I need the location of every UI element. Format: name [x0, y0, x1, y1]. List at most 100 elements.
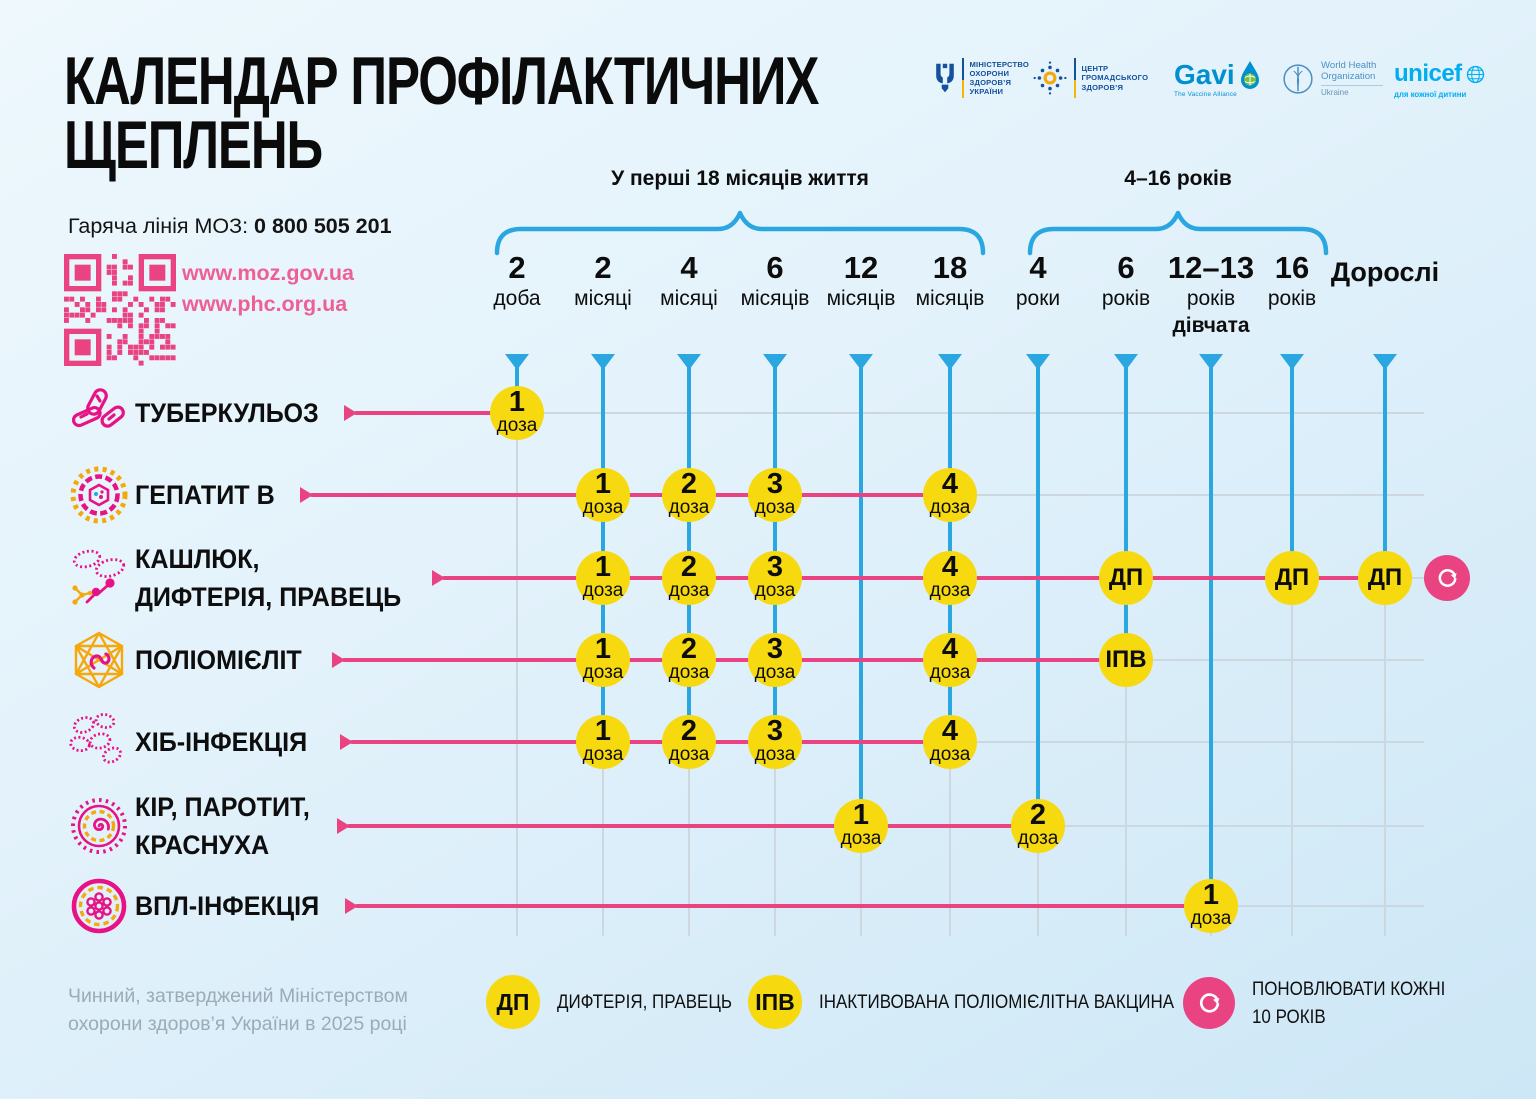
- ipv-badge: ІПВ: [748, 975, 802, 1029]
- age-column-header: 2 місяці: [543, 251, 663, 311]
- gavi-droplet-icon: [1240, 61, 1259, 89]
- column-timeline-line: [1124, 366, 1128, 660]
- column-arrow-icon: [1199, 354, 1223, 370]
- hotline-label: Гаряча лінія МОЗ:: [68, 214, 249, 238]
- row-line-arrow-icon: [345, 898, 358, 914]
- phc-line: ГРОМАДСЬКОГО: [1081, 73, 1149, 83]
- age-unit: місяців: [915, 286, 985, 310]
- dose-number: 3: [766, 550, 784, 583]
- dose-marker: 3 доза: [748, 468, 802, 522]
- legend-text-dp: ДИФТЕРІЯ, ПРАВЕЦЬ: [557, 990, 733, 1013]
- refresh-icon: [1424, 555, 1470, 601]
- phc-line: ЦЕНТР: [1081, 64, 1109, 74]
- row-line-arrow-icon: [332, 652, 345, 668]
- dose-number: 3: [766, 467, 784, 500]
- dose-number: 1: [594, 714, 612, 747]
- hotline: Гаряча лінія МОЗ: 0 800 505 201: [68, 214, 392, 239]
- dose-number: 2: [1029, 798, 1047, 831]
- dose-word: доза: [754, 497, 796, 519]
- row-line-arrow-icon: [344, 405, 357, 421]
- dose-number: 2: [680, 550, 698, 583]
- dose-marker: 1 доза: [1184, 879, 1238, 933]
- dose-marker: 3 доза: [748, 633, 802, 687]
- refresh-icon: [1183, 977, 1235, 1029]
- legend-item-ipv: ІПВ ІНАКТИВОВАНА ПОЛІОМІЄЛІТНА ВАКЦИНА: [748, 975, 1227, 1029]
- dose-word: доза: [582, 497, 624, 519]
- dose-marker: 4 доза: [923, 715, 977, 769]
- qr-code: [64, 254, 176, 366]
- dose-word: доза: [668, 497, 710, 519]
- column-arrow-icon: [1373, 354, 1397, 370]
- polio-icon: [67, 628, 131, 692]
- dose-marker: 4 доза: [923, 633, 977, 687]
- row-line-arrow-icon: [432, 570, 445, 586]
- dose-number: 1: [1202, 878, 1220, 911]
- age-unit: років: [1101, 286, 1151, 310]
- logo-divider: [1074, 58, 1076, 98]
- who-emblem-icon: [1283, 64, 1313, 94]
- moz-gov-ua-link[interactable]: www.moz.gov.ua: [182, 261, 355, 285]
- unicef-globe-icon: [1466, 65, 1484, 83]
- row-label-line: ХІБ-ІНФЕКЦІЯ: [135, 727, 308, 757]
- who-logo-text: World Health Organization Ukraine: [1321, 60, 1383, 97]
- dose-marker: ДП: [1358, 551, 1412, 605]
- dose-number: 2: [680, 467, 698, 500]
- age-column-header: 18 місяців: [890, 251, 1010, 311]
- grid-line-vertical: [516, 372, 518, 936]
- dose-marker: 3 доза: [748, 715, 802, 769]
- column-timeline-line: [1209, 366, 1213, 906]
- tuberculosis-icon: [67, 381, 131, 445]
- row-label: ПОЛІОМІЄЛІТ: [135, 641, 302, 679]
- dose-word: доза: [929, 662, 971, 684]
- public-health-center-logo: ЦЕНТР ГРОМАДСЬКОГО ЗДОРОВ’Я: [1032, 58, 1148, 98]
- dose-word: доза: [582, 580, 624, 602]
- age-column-header: Дорослі: [1325, 252, 1445, 287]
- age-value: 6: [766, 250, 784, 285]
- age-extra: дівчата: [1172, 313, 1250, 337]
- dose-marker: ІПВ: [1099, 633, 1153, 687]
- phc-logo-text: ЦЕНТР ГРОМАДСЬКОГО ЗДОРОВ’Я: [1082, 64, 1149, 91]
- dose-number: 2: [680, 632, 698, 665]
- age-column-header: 4 роки: [978, 250, 1098, 311]
- phc-org-ua-link[interactable]: www.phc.org.ua: [182, 292, 348, 316]
- age-value: 4: [1029, 250, 1047, 285]
- dose-number: 4: [941, 467, 959, 500]
- dp-badge-label: ДП: [496, 988, 530, 1015]
- age-value: 2: [508, 250, 526, 285]
- row-line: [310, 493, 950, 497]
- dose-word: доза: [582, 744, 624, 766]
- dose-marker: 2 доза: [662, 715, 716, 769]
- row-label-line: ПОЛІОМІЄЛІТ: [135, 645, 302, 675]
- row-line: [442, 576, 1385, 580]
- hpv-icon: [67, 874, 131, 938]
- column-timeline-line: [1036, 366, 1040, 826]
- dose-abbreviation: ІПВ: [1105, 646, 1147, 673]
- dose-abbreviation: ДП: [1367, 564, 1403, 591]
- row-line-arrow-icon: [300, 487, 313, 503]
- dose-word: доза: [668, 744, 710, 766]
- age-value: Дорослі: [1330, 257, 1440, 287]
- moh-line: ОХОРОНИ: [969, 68, 1010, 78]
- hib-icon: [67, 710, 131, 774]
- unicef-wordmark: unicef: [1394, 60, 1462, 87]
- dose-number: 1: [594, 632, 612, 665]
- dose-number: 4: [941, 550, 959, 583]
- dose-word: доза: [754, 662, 796, 684]
- phc-line: ЗДОРОВ’Я: [1081, 82, 1124, 92]
- dose-word: доза: [840, 828, 882, 850]
- dose-marker: 1 доза: [490, 386, 544, 440]
- bracket-label-4-16-years: 4–16 років: [1124, 167, 1232, 190]
- dose-marker: 2 доза: [662, 468, 716, 522]
- dose-word: доза: [929, 744, 971, 766]
- gavi-tagline: The Vaccine Alliance: [1174, 91, 1237, 98]
- dose-word: доза: [496, 415, 538, 437]
- dose-number: 3: [766, 714, 784, 747]
- column-arrow-icon: [938, 354, 962, 370]
- row-label: КАШЛЮК, ДИФТЕРІЯ, ПРАВЕЦЬ: [135, 540, 401, 616]
- partner-logos: МІНІСТЕРСТВО ОХОРОНИ ЗДОРОВ’Я УКРАЇНИ ЦЕ…: [930, 50, 1486, 134]
- column-arrow-icon: [849, 354, 873, 370]
- dose-marker: ДП: [1265, 551, 1319, 605]
- legend-text-ipv: ІНАКТИВОВАНА ПОЛІОМІЄЛІТНА ВАКЦИНА: [819, 990, 1175, 1013]
- age-unit: місяці: [574, 286, 632, 310]
